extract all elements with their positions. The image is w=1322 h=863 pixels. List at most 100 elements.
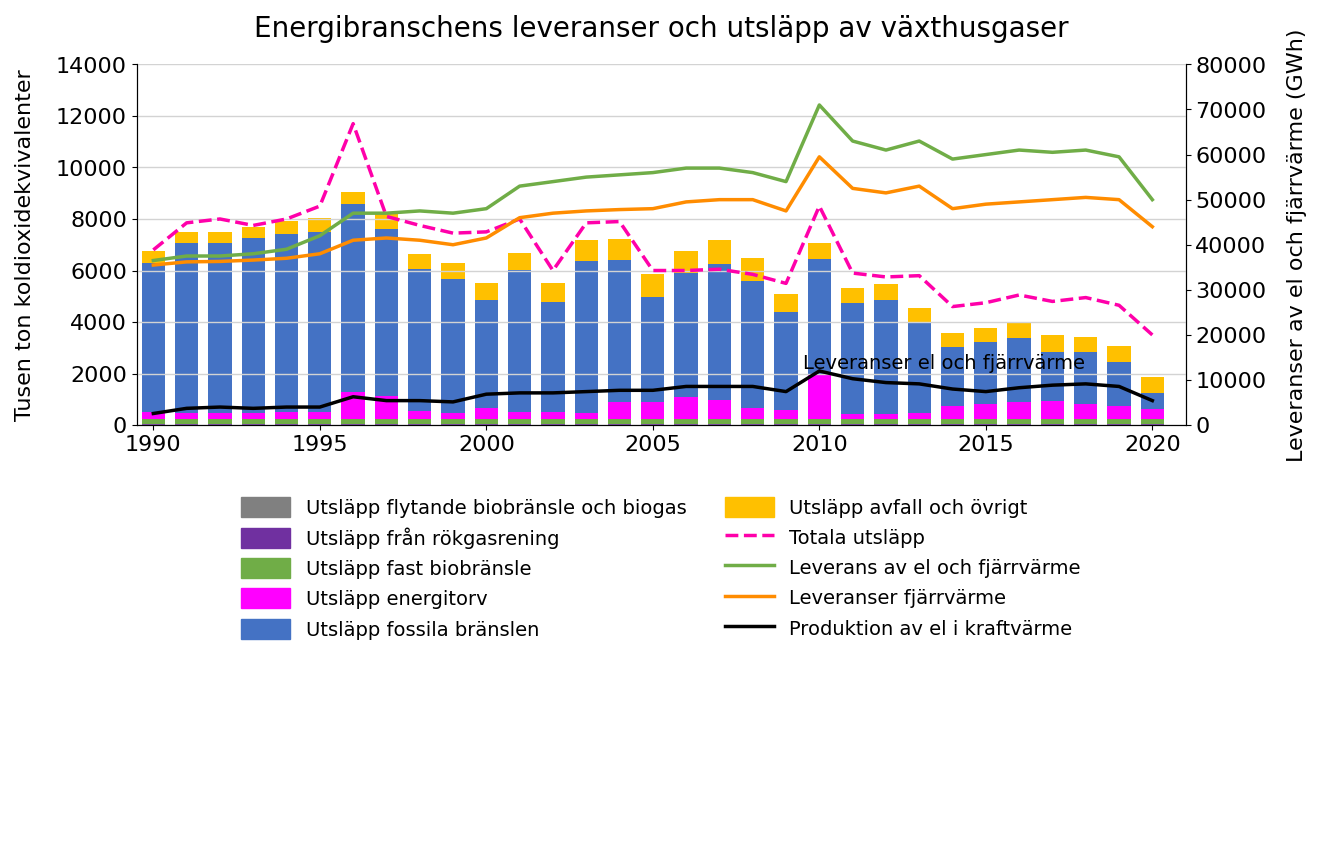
Bar bbox=[408, 411, 431, 419]
Bar bbox=[508, 270, 531, 413]
Leverans av el och fjärrvärme bbox=[678, 163, 694, 173]
Totala utsläpp bbox=[1110, 300, 1126, 311]
Leverans av el och fjärrvärme bbox=[345, 208, 361, 218]
Leveranser fjärrvärme bbox=[345, 236, 361, 246]
Leverans av el och fjärrvärme bbox=[911, 136, 927, 147]
Bar bbox=[242, 227, 264, 238]
Totala utsläpp bbox=[911, 271, 927, 281]
Bar bbox=[442, 419, 464, 425]
Bar bbox=[341, 205, 365, 393]
Bar bbox=[308, 419, 332, 425]
Bar bbox=[608, 239, 631, 261]
Bar bbox=[874, 414, 898, 419]
Produktion av el i kraftvärme bbox=[178, 403, 194, 413]
Leverans av el och fjärrvärme bbox=[312, 230, 328, 241]
Bar bbox=[275, 222, 297, 235]
Totala utsläpp bbox=[378, 211, 394, 222]
Bar bbox=[907, 413, 931, 419]
Bar bbox=[874, 300, 898, 414]
Bar bbox=[242, 419, 264, 425]
Leveranser fjärrvärme bbox=[1077, 192, 1093, 203]
Bar bbox=[641, 274, 664, 297]
Leveranser fjärrvärme bbox=[911, 181, 927, 192]
Produktion av el i kraftvärme bbox=[777, 387, 793, 397]
Totala utsläpp bbox=[145, 245, 161, 255]
Produktion av el i kraftvärme bbox=[479, 389, 494, 400]
Bar bbox=[641, 403, 664, 419]
Totala utsläpp bbox=[812, 201, 828, 211]
Produktion av el i kraftvärme bbox=[645, 386, 661, 396]
Bar bbox=[740, 408, 764, 419]
Totala utsläpp bbox=[711, 264, 727, 274]
Bar bbox=[740, 281, 764, 408]
Leveranser fjärrvärme bbox=[145, 260, 161, 270]
Bar bbox=[574, 261, 598, 413]
Bar bbox=[674, 419, 698, 425]
Leverans av el och fjärrvärme bbox=[845, 136, 861, 147]
Y-axis label: Leveranser av el och fjärrvärme (GWh): Leveranser av el och fjärrvärme (GWh) bbox=[1288, 28, 1307, 462]
Bar bbox=[1007, 403, 1030, 419]
Bar bbox=[940, 406, 964, 419]
Bar bbox=[275, 419, 297, 425]
Bar bbox=[408, 419, 431, 425]
Leveranser fjärrvärme bbox=[944, 204, 960, 214]
Totala utsläpp bbox=[279, 214, 295, 224]
Leveranser fjärrvärme bbox=[1110, 195, 1126, 205]
Bar bbox=[775, 419, 797, 425]
Totala utsläpp bbox=[878, 272, 894, 282]
Bar bbox=[442, 280, 464, 413]
Produktion av el i kraftvärme bbox=[1044, 381, 1060, 391]
Bar bbox=[740, 258, 764, 281]
Leverans av el och fjärrvärme bbox=[1077, 145, 1093, 155]
Totala utsläpp bbox=[411, 221, 427, 231]
Leverans av el och fjärrvärme bbox=[145, 255, 161, 266]
Bar bbox=[674, 274, 698, 397]
Produktion av el i kraftvärme bbox=[977, 387, 993, 397]
Bar bbox=[707, 419, 731, 425]
Leveranser fjärrvärme bbox=[611, 205, 627, 215]
Bar bbox=[608, 261, 631, 402]
Produktion av el i kraftvärme bbox=[678, 381, 694, 392]
Leveranser fjärrvärme bbox=[845, 184, 861, 194]
Produktion av el i kraftvärme bbox=[944, 384, 960, 394]
Produktion av el i kraftvärme bbox=[878, 378, 894, 388]
Produktion av el i kraftvärme bbox=[378, 395, 394, 406]
Bar bbox=[1141, 410, 1163, 419]
Totala utsläpp bbox=[977, 298, 993, 308]
Totala utsläpp bbox=[944, 302, 960, 312]
Bar bbox=[1007, 419, 1030, 425]
Totala utsläpp bbox=[845, 268, 861, 279]
Leveranser fjärrvärme bbox=[645, 204, 661, 214]
Bar bbox=[1007, 338, 1030, 403]
Leverans av el och fjärrvärme bbox=[378, 208, 394, 218]
Totala utsläpp bbox=[578, 218, 594, 229]
Bar bbox=[141, 263, 165, 413]
Leveranser fjärrvärme bbox=[1011, 197, 1027, 207]
Leverans av el och fjärrvärme bbox=[1144, 195, 1159, 205]
Bar bbox=[275, 413, 297, 419]
Bar bbox=[1107, 362, 1130, 406]
Bar bbox=[940, 333, 964, 347]
Produktion av el i kraftvärme bbox=[145, 408, 161, 419]
Bar bbox=[1107, 406, 1130, 419]
Bar bbox=[541, 413, 564, 419]
Produktion av el i kraftvärme bbox=[845, 374, 861, 384]
Bar bbox=[1040, 336, 1064, 352]
Totala utsläpp bbox=[312, 201, 328, 211]
Leveranser fjärrvärme bbox=[977, 199, 993, 210]
Bar bbox=[508, 253, 531, 270]
Totala utsläpp bbox=[611, 217, 627, 227]
Produktion av el i kraftvärme bbox=[1011, 383, 1027, 394]
Line: Totala utsläpp: Totala utsläpp bbox=[153, 124, 1151, 335]
Text: Leveranser el och fjärrvärme: Leveranser el och fjärrvärme bbox=[802, 354, 1084, 373]
Bar bbox=[208, 413, 231, 419]
Leveranser fjärrvärme bbox=[812, 152, 828, 162]
Title: Energibranschens leveranser och utsläpp av växthusgaser: Energibranschens leveranser och utsläpp … bbox=[254, 15, 1068, 43]
Leverans av el och fjärrvärme bbox=[578, 173, 594, 183]
Totala utsläpp bbox=[479, 227, 494, 237]
Bar bbox=[408, 269, 431, 411]
Produktion av el i kraftvärme bbox=[312, 402, 328, 413]
Bar bbox=[574, 240, 598, 261]
Line: Leverans av el och fjärrvärme: Leverans av el och fjärrvärme bbox=[153, 105, 1151, 261]
Leverans av el och fjärrvärme bbox=[1011, 145, 1027, 155]
